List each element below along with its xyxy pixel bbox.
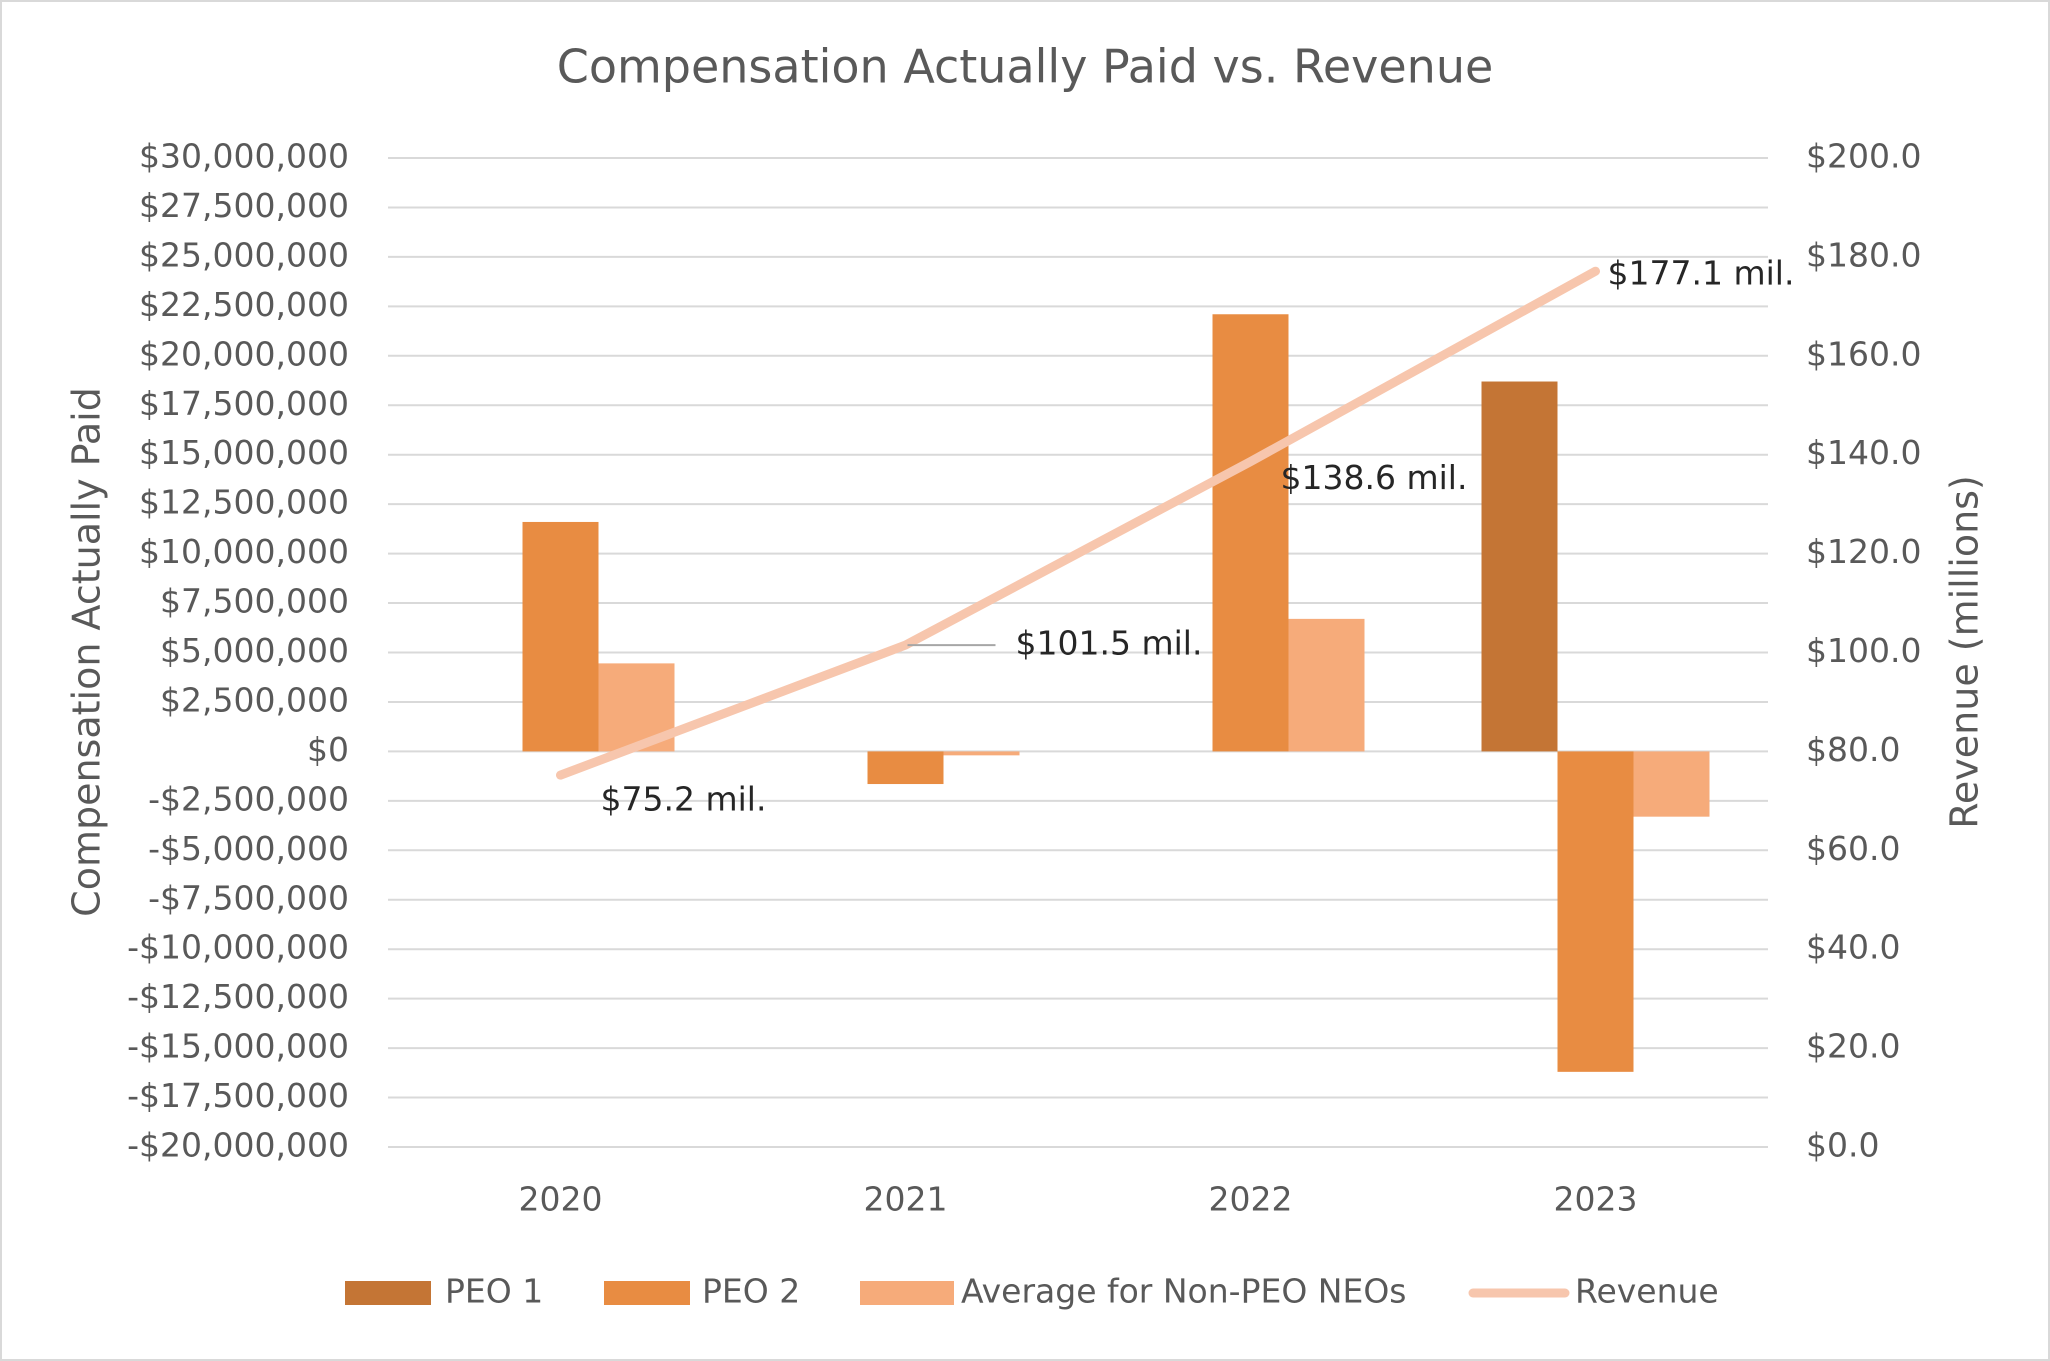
y-tick-label: $5,000,000	[160, 631, 349, 670]
y-tick-label: $25,000,000	[139, 235, 349, 274]
y2-tick-label: $80.0	[1806, 730, 1900, 769]
y2-tick-label: $100.0	[1806, 631, 1921, 670]
y-tick-label: $2,500,000	[160, 680, 349, 719]
y-tick-label: $10,000,000	[139, 532, 349, 571]
y-tick-label: -$20,000,000	[127, 1126, 349, 1165]
data-label: $101.5 mil.	[1016, 624, 1203, 663]
legend-swatch	[345, 1281, 431, 1305]
bar	[1633, 751, 1710, 817]
y-tick-label: $15,000,000	[139, 433, 349, 472]
y-tick-label: $20,000,000	[139, 334, 349, 373]
y-tick-label: $27,500,000	[139, 186, 349, 225]
y-tick-label: $0	[307, 730, 349, 769]
y-tick-label: -$10,000,000	[127, 928, 349, 967]
legend-swatch	[860, 1281, 954, 1305]
y2-tick-label: $140.0	[1806, 433, 1921, 472]
y2-tick-label: $60.0	[1806, 829, 1900, 868]
data-label: $138.6 mil.	[1281, 458, 1468, 497]
y-axis-title: Compensation Actually Paid	[65, 387, 109, 917]
data-label: $75.2 mil.	[601, 780, 767, 819]
y2-tick-label: $20.0	[1806, 1027, 1900, 1066]
bar	[943, 751, 1020, 756]
bar	[867, 751, 944, 785]
y-tick-label: -$7,500,000	[148, 878, 349, 917]
y-tick-label: $22,500,000	[139, 285, 349, 324]
y-tick-label: -$17,500,000	[127, 1076, 349, 1115]
bar	[1212, 314, 1289, 752]
bar	[1481, 381, 1558, 752]
y-tick-label: -$2,500,000	[148, 779, 349, 818]
x-tick-label: 2023	[1554, 1180, 1638, 1219]
y-tick-label: $30,000,000	[139, 137, 349, 176]
bar	[1557, 751, 1634, 1072]
y-tick-label: -$15,000,000	[127, 1027, 349, 1066]
y2-tick-label: $40.0	[1806, 928, 1900, 967]
y-tick-label: $7,500,000	[160, 582, 349, 621]
y2-axis-title: Revenue (millions)	[1943, 475, 1987, 829]
y2-tick-label: $0.0	[1806, 1126, 1879, 1165]
y2-tick-label: $200.0	[1806, 137, 1921, 176]
bar	[1288, 618, 1365, 752]
y-tick-label: $17,500,000	[139, 384, 349, 423]
legend-label: Revenue	[1575, 1272, 1719, 1311]
x-tick-label: 2020	[519, 1180, 603, 1219]
line	[556, 266, 1600, 780]
legend-label: PEO 1	[445, 1272, 543, 1311]
legend-label: Average for Non-PEO NEOs	[961, 1272, 1406, 1311]
y-tick-label: -$12,500,000	[127, 977, 349, 1016]
legend-swatch	[604, 1281, 690, 1305]
y-tick-label: -$5,000,000	[148, 829, 349, 868]
x-tick-label: 2022	[1209, 1180, 1293, 1219]
bar	[522, 521, 599, 752]
y2-tick-label: $180.0	[1806, 235, 1921, 274]
chart-title: Compensation Actually Paid vs. Revenue	[557, 40, 1494, 94]
y-tick-label: $12,500,000	[139, 483, 349, 522]
data-label: $177.1 mil.	[1608, 254, 1795, 293]
y2-tick-label: $160.0	[1806, 334, 1921, 373]
legend-label: PEO 2	[702, 1272, 800, 1311]
x-tick-label: 2021	[864, 1180, 948, 1219]
y2-tick-label: $120.0	[1806, 532, 1921, 571]
